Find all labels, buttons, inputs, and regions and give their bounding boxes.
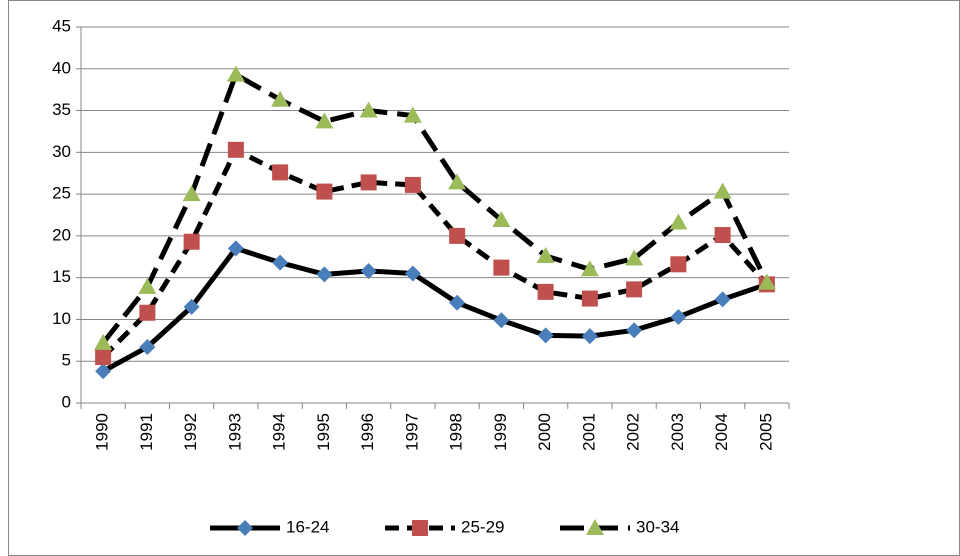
data-point: [360, 262, 377, 279]
data-point: [714, 227, 731, 244]
data-point: [272, 164, 289, 181]
data-point: [625, 249, 644, 266]
data-point: [94, 333, 113, 350]
x-tick-label: 2005: [756, 413, 775, 451]
y-tick-label: 20: [52, 225, 71, 244]
data-point: [670, 256, 687, 273]
x-tick-label: 2003: [668, 413, 687, 451]
legend-label: 16-24: [286, 517, 329, 536]
y-tick-label: 30: [52, 142, 71, 161]
data-point: [404, 176, 421, 193]
y-tick-label: 0: [62, 392, 71, 411]
x-tick-label: 1997: [402, 413, 421, 451]
data-point: [316, 183, 333, 200]
x-tick-label: 1998: [447, 413, 466, 451]
data-point: [537, 283, 554, 300]
x-tick-label: 1999: [491, 413, 510, 451]
legend-marker: [237, 520, 253, 536]
data-point: [316, 266, 333, 283]
data-point: [714, 291, 731, 308]
legend-label: 25-29: [461, 517, 504, 536]
x-tick-label: 1994: [270, 413, 289, 451]
data-point: [713, 182, 732, 199]
data-point: [581, 328, 598, 345]
legend-marker: [586, 519, 604, 535]
legend-marker: [412, 520, 428, 536]
legend-item: 16-24: [210, 517, 329, 536]
data-point: [757, 273, 776, 290]
data-point: [580, 260, 599, 277]
series-line: [101, 245, 768, 374]
y-tick-label: 25: [52, 184, 71, 203]
data-point: [227, 141, 244, 158]
data-point: [626, 281, 643, 298]
x-tick-label: 1991: [137, 413, 156, 451]
data-point: [359, 101, 378, 118]
data-point: [138, 277, 157, 294]
data-point: [227, 240, 244, 257]
y-tick-label: 40: [52, 58, 71, 77]
y-tick-label: 35: [52, 100, 71, 119]
data-point: [492, 211, 511, 228]
y-tick-label: 5: [62, 351, 71, 370]
x-tick-label: 2001: [579, 413, 598, 451]
series-line: [101, 147, 769, 359]
data-point: [670, 308, 687, 325]
legend-item: 25-29: [385, 517, 504, 536]
data-point: [183, 298, 200, 315]
data-point: [360, 174, 377, 191]
x-tick-label: 2002: [624, 413, 643, 451]
data-point: [139, 339, 156, 356]
data-point: [95, 349, 112, 366]
x-tick-label: 1995: [314, 413, 333, 451]
data-point: [449, 227, 466, 244]
data-point: [403, 106, 422, 123]
x-tick-label: 1996: [358, 413, 377, 451]
data-point: [448, 173, 467, 190]
y-tick-label: 10: [52, 309, 71, 328]
data-point: [669, 213, 688, 230]
data-point: [537, 327, 554, 344]
data-point: [536, 246, 555, 263]
data-point: [139, 304, 156, 321]
x-tick-label: 1990: [93, 413, 112, 451]
data-point: [226, 65, 245, 82]
data-point: [182, 185, 201, 202]
x-tick-label: 2000: [535, 413, 554, 451]
data-point: [449, 294, 466, 311]
data-point: [581, 290, 598, 307]
data-point: [272, 254, 289, 271]
data-point: [404, 265, 421, 282]
data-point: [95, 363, 112, 380]
data-point: [183, 233, 200, 250]
data-point: [493, 312, 510, 329]
data-point: [315, 112, 334, 129]
x-tick-label: 1992: [181, 413, 200, 451]
legend-label: 30-34: [636, 517, 679, 536]
data-point: [493, 259, 510, 276]
legend-item: 30-34: [560, 517, 679, 536]
y-tick-label: 15: [52, 267, 71, 286]
x-tick-label: 2004: [712, 413, 731, 451]
y-tick-label: 45: [52, 16, 71, 35]
series-line: [101, 72, 770, 345]
x-tick-label: 1993: [225, 413, 244, 451]
data-point: [626, 322, 643, 339]
data-point: [271, 90, 290, 107]
